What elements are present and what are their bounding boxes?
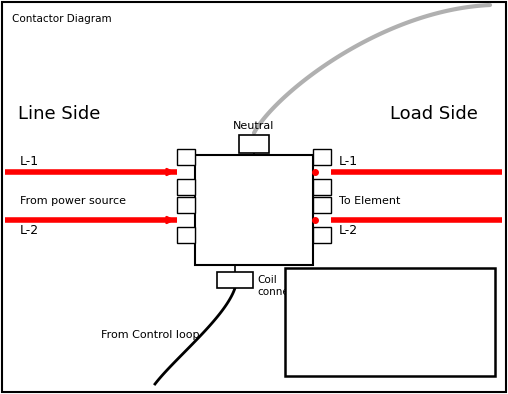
Bar [195,155,313,265]
Bar [177,227,195,243]
Bar [217,272,253,288]
Text: Contactor Diagram: Contactor Diagram [12,14,112,24]
Text: Load Side: Load Side [390,105,478,123]
Text: From Control loop: From Control loop [101,330,199,340]
Bar [177,179,195,195]
Text: L-1: L-1 [339,155,358,168]
Bar [313,179,331,195]
Bar [313,197,331,213]
Text: Coil
connection: Coil connection [257,275,314,297]
Text: Line Side: Line Side [18,105,101,123]
Text: L-2: L-2 [339,224,358,237]
Text: Neutral: Neutral [233,121,275,131]
Text: From power source: From power source [20,196,126,206]
Text: To Element: To Element [339,196,400,206]
Bar [177,197,195,213]
Text: Note:  The last switch in the
control loop is usually the
pressure switch. Keep : Note: The last switch in the control loo… [290,273,453,329]
Bar [177,149,195,165]
Bar [239,135,269,153]
Text: L-1: L-1 [20,155,39,168]
Bar [285,268,495,376]
Text: L-2: L-2 [20,224,39,237]
Bar [313,227,331,243]
Bar [313,149,331,165]
